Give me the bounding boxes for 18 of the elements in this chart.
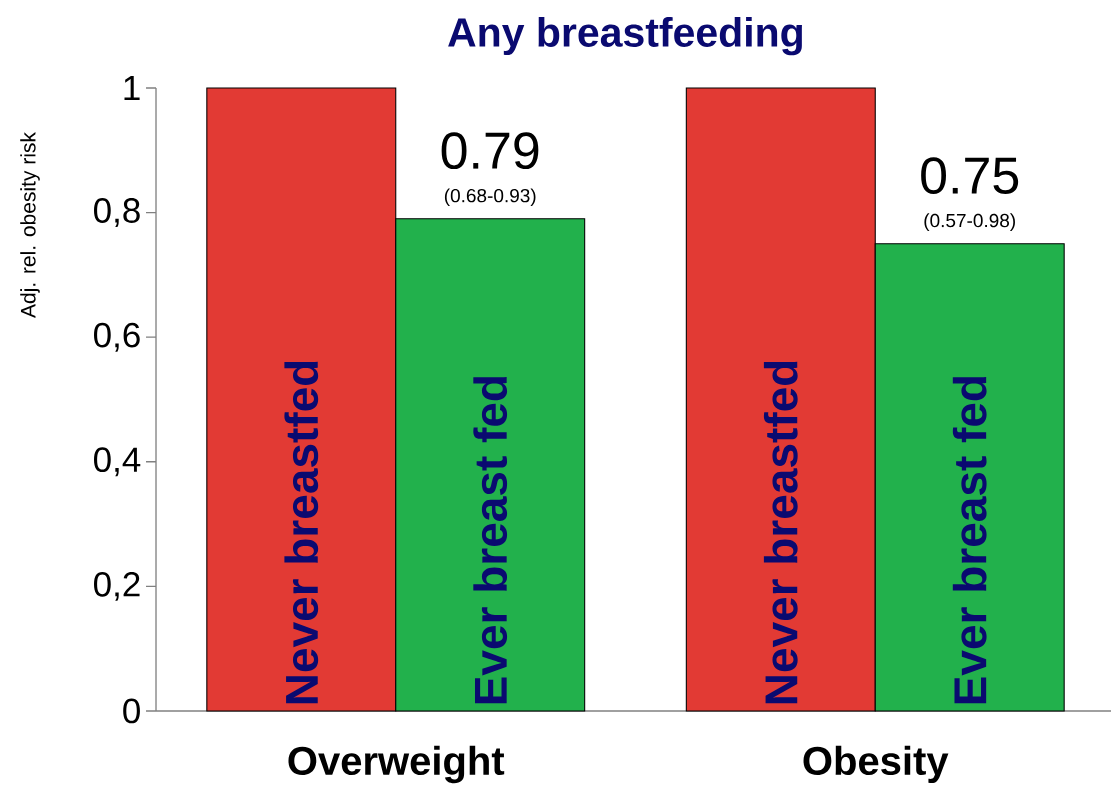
chart-title: Any breastfeeding bbox=[448, 16, 802, 56]
text: Never breastfed bbox=[763, 361, 798, 704]
x-tick-label: Obesity bbox=[803, 745, 949, 783]
y-tick-label: 0,4 bbox=[94, 447, 141, 477]
y-tick-label: 0 bbox=[123, 698, 140, 724]
y-axis-title: Adj. rel. obesity risk bbox=[20, 132, 40, 318]
y-tick-label: 0,2 bbox=[94, 571, 140, 601]
annotation: (0.57-0.98) bbox=[924, 213, 1015, 232]
y-tick-label: 1 bbox=[124, 75, 140, 101]
data-label: 0.75 bbox=[921, 157, 1019, 195]
annotation: (0.68-0.93) bbox=[444, 188, 536, 207]
y-tick-label: 0,6 bbox=[94, 322, 140, 352]
x-tick-label: Overweight bbox=[288, 745, 505, 784]
series-label: Never breastfed bbox=[284, 361, 319, 704]
text: Ever breast fed bbox=[952, 377, 987, 704]
data-label: 0.79 bbox=[441, 132, 539, 170]
series-label: Ever breast fed bbox=[473, 377, 508, 704]
y-tick-label: 0,8 bbox=[94, 198, 140, 228]
